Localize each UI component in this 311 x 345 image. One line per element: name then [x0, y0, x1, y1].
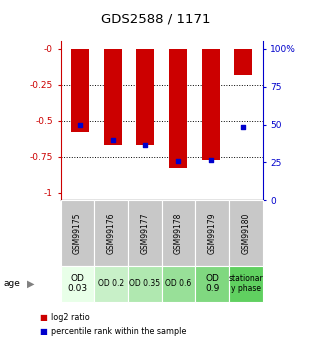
Text: GSM99176: GSM99176	[107, 212, 116, 254]
Point	[241, 124, 246, 129]
Text: GSM99178: GSM99178	[174, 212, 183, 254]
Text: OD
0.03: OD 0.03	[67, 274, 88, 294]
Text: OD 0.35: OD 0.35	[129, 279, 160, 288]
Text: stationar
y phase: stationar y phase	[229, 274, 263, 294]
Text: percentile rank within the sample: percentile rank within the sample	[51, 327, 187, 336]
Text: GDS2588 / 1171: GDS2588 / 1171	[101, 12, 210, 25]
Bar	[71, 49, 89, 132]
Bar	[137, 49, 154, 145]
Text: log2 ratio: log2 ratio	[51, 313, 90, 322]
Text: OD
0.9: OD 0.9	[205, 274, 220, 294]
Bar	[169, 49, 187, 168]
Text: OD 0.2: OD 0.2	[98, 279, 124, 288]
Text: ■: ■	[39, 327, 48, 336]
Text: GSM99179: GSM99179	[208, 212, 217, 254]
Text: GSM99177: GSM99177	[140, 212, 149, 254]
Text: GSM99180: GSM99180	[241, 212, 250, 254]
Text: ▶: ▶	[27, 279, 35, 289]
Point	[175, 158, 180, 164]
Bar	[104, 49, 122, 145]
Point	[110, 137, 115, 142]
Point	[208, 157, 213, 162]
Text: GSM99175: GSM99175	[73, 212, 82, 254]
Point	[78, 122, 83, 128]
Text: age: age	[3, 279, 20, 288]
Point	[143, 142, 148, 148]
Text: OD 0.6: OD 0.6	[165, 279, 192, 288]
Bar	[234, 49, 252, 75]
Bar	[202, 49, 220, 160]
Text: ■: ■	[39, 313, 48, 322]
